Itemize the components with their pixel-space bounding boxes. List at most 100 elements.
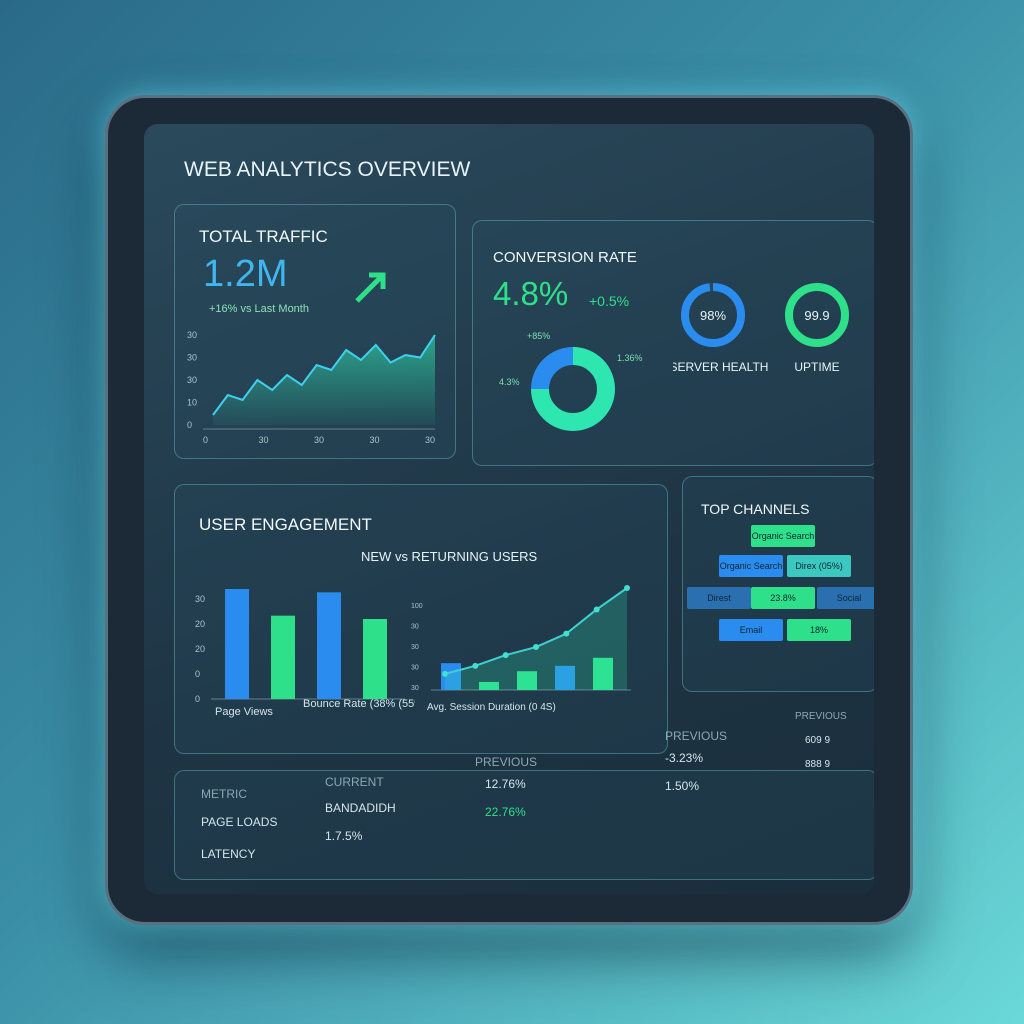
bar	[363, 619, 387, 699]
y-axis-label: 30	[187, 330, 197, 340]
table-cell: 1.50%	[665, 779, 700, 793]
y-axis-label: 0	[195, 669, 200, 679]
table-header: CURRENT	[325, 775, 384, 789]
panel-title: USER ENGAGEMENT	[199, 515, 372, 534]
x-axis-label: 30	[370, 435, 380, 445]
gauges: 98% SERVER HEALTH 99.9 UPTIME	[673, 283, 849, 374]
session-point	[442, 670, 448, 677]
channel-chip: 18%	[787, 619, 851, 641]
donut-segment	[531, 347, 574, 390]
table-cell: PAGE LOADS	[201, 815, 278, 829]
gauge-label: SERVER HEALTH	[673, 360, 768, 374]
panel-title: TOTAL TRAFFIC	[199, 227, 328, 246]
channel-chip: 23.8%	[751, 587, 815, 609]
bar	[317, 592, 341, 699]
channels-panel: TOP CHANNELS Organic Search Organic Sear…	[682, 476, 874, 692]
session-point	[563, 630, 570, 637]
table-cell: LATENCY	[201, 847, 256, 861]
traffic-change: +16% vs Last Month	[209, 303, 309, 315]
table-cell: 22.76%	[485, 805, 526, 819]
metrics-table: METRIC CURRENT PREVIOUS PREVIOUS PREVIOU…	[174, 711, 874, 880]
channel-chip: Organic Search	[751, 525, 815, 547]
table-header: PREVIOUS	[665, 729, 728, 743]
x-axis-label: Page Views	[215, 706, 273, 718]
panel-title: TOP CHANNELS	[701, 501, 810, 517]
x-axis-label: 30	[425, 435, 435, 445]
traffic-panel: TOTAL TRAFFIC 1.2M +16% vs Last Month 30…	[174, 204, 456, 459]
donut-label: +85%	[527, 331, 550, 341]
gauge-arc	[785, 283, 849, 347]
y-axis-label: 30	[187, 375, 197, 385]
session-point	[533, 644, 539, 651]
y-axis-label: 20	[195, 619, 205, 629]
y-axis-label: 0	[195, 694, 200, 704]
table-header: PREVIOUS	[475, 755, 538, 769]
x-axis-label: 0	[203, 435, 208, 445]
session-point	[593, 606, 600, 613]
conversion-panel: CONVERSION RATE 4.8% +0.5% +85% 1.36% 4.3%…	[472, 220, 874, 466]
conversion-change: +0.5%	[589, 293, 630, 309]
donut-segment	[531, 347, 615, 431]
tablet: WEB ANALYTICS OVERVIEW TOTAL TRAFFIC 1.2…	[105, 95, 913, 925]
session-point	[472, 662, 479, 669]
gauge-value: 98%	[700, 308, 726, 323]
panel-subtitle: NEW vs RETURNING USERS	[361, 549, 538, 564]
donut-chart: +85% 1.36% 4.3%	[499, 331, 643, 431]
conversion-value: 4.8%	[493, 275, 569, 312]
dashboard-title: WEB ANALYTICS OVERVIEW	[184, 158, 471, 181]
channel-chip: Direx (05%)	[787, 555, 851, 577]
table-cell: -3.23%	[665, 751, 704, 765]
traffic-area	[213, 335, 435, 425]
y-axis-label: 30	[411, 685, 419, 692]
traffic-chart: 30 30 30 10 0 0 30 30 30 30	[187, 330, 436, 445]
table-header: METRIC	[201, 787, 247, 801]
channel-chip: Social	[817, 587, 874, 609]
gauge-arc	[681, 283, 745, 347]
gauge-value: 99.9	[804, 308, 829, 323]
table-header: PREVIOUS	[795, 711, 847, 722]
bar	[517, 671, 537, 690]
engagement-panel: USER ENGAGEMENT NEW vs RETURNING USERS 3…	[174, 484, 668, 754]
table-cell: BANDADIDH	[325, 801, 396, 815]
y-axis-label: 20	[195, 644, 205, 654]
x-axis-label: 30	[259, 435, 269, 445]
session-point	[502, 652, 509, 659]
panel-title: CONVERSION RATE	[493, 249, 637, 266]
y-axis-label: 30	[195, 594, 205, 604]
traffic-line	[212, 334, 436, 416]
table-cell: 1.7.5%	[325, 829, 363, 843]
x-axis-label: Avg. Session Duration (0 4S)	[427, 702, 556, 713]
trend-arrow	[355, 272, 386, 303]
y-axis-label: 0	[187, 420, 192, 430]
y-axis-label: 30	[411, 624, 419, 631]
gauge-label: UPTIME	[794, 360, 839, 374]
channel-chip: Organic Search	[719, 555, 783, 577]
y-axis-label: 30	[411, 644, 419, 651]
y-axis-label: 10	[187, 398, 197, 408]
bar	[225, 589, 249, 699]
engagement-chart: 30 20 20 0 0 Page Views Bounce Rate (38% (55%)	[195, 589, 415, 718]
donut-label: 1.36%	[617, 353, 643, 363]
donut-label: 4.3%	[499, 377, 520, 387]
table-cell: 888 9	[805, 759, 831, 770]
traffic-value: 1.2M	[203, 253, 288, 295]
y-axis-label: 100	[411, 603, 423, 610]
table-cell: 609 9	[805, 735, 831, 746]
y-axis-label: 30	[411, 665, 419, 672]
bar	[441, 663, 461, 690]
y-axis-label: 30	[187, 353, 197, 363]
bar	[555, 665, 575, 690]
x-axis-label: 30	[314, 435, 324, 445]
screen: WEB ANALYTICS OVERVIEW TOTAL TRAFFIC 1.2…	[144, 124, 874, 894]
bar	[479, 681, 499, 690]
session-chart: 100 30 30 30 30 Avg. Session Duration (0 4S)	[411, 585, 631, 713]
bar	[593, 657, 613, 690]
session-area	[445, 588, 627, 690]
table-cell: 12.76%	[485, 777, 526, 791]
session-point	[624, 585, 630, 591]
channel-chip: Direst	[687, 587, 751, 609]
bar	[271, 615, 295, 699]
x-axis-label: Bounce Rate (38% (55%)	[303, 698, 415, 710]
channel-chip: Email	[719, 619, 783, 641]
